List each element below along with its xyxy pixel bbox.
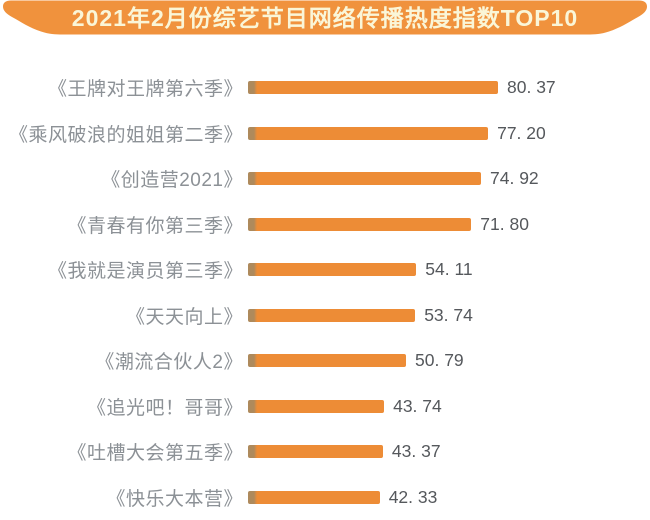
- bar-value-label: 71. 80: [480, 213, 529, 234]
- bar-value-label: 54. 11: [425, 259, 473, 280]
- bar-value-label: 80. 37: [507, 77, 556, 98]
- bar-category-label: 《王牌对王牌第六季》: [47, 79, 243, 101]
- chart-row: 《乘风破浪的姐姐第二季》 77. 20: [0, 111, 650, 157]
- chart-row: 《我就是演员第三季》 54. 11: [0, 247, 650, 293]
- chart-row: 《天天向上》 53. 74: [0, 293, 650, 339]
- bar: [248, 399, 385, 413]
- bar-value-label: 43. 74: [393, 395, 442, 416]
- bar: [248, 308, 416, 322]
- bar-value-label: 53. 74: [424, 304, 473, 325]
- chart-row: 《创造营2021》 74. 92: [0, 156, 650, 202]
- header-banner: 2021年2月份综艺节目网络传播热度指数TOP10: [0, 0, 650, 42]
- bar: [248, 445, 383, 459]
- bar-category-label: 《创造营2021》: [101, 170, 243, 192]
- bar: [248, 126, 489, 140]
- page-title: 2021年2月份综艺节目网络传播热度指数TOP10: [71, 5, 579, 31]
- bar-category-label: 《吐槽大会第五季》: [67, 443, 243, 465]
- bar-category-label: 《天天向上》: [125, 306, 243, 328]
- banner-ribbon-shape: [3, 0, 647, 35]
- bar-category-label: 《我就是演员第三季》: [47, 261, 243, 283]
- bar-category-label: 《快乐大本营》: [106, 488, 243, 510]
- bar: [248, 263, 417, 277]
- bar-value-label: 50. 79: [415, 350, 464, 371]
- bar-value-label: 42. 33: [388, 486, 438, 507]
- bar: [248, 172, 481, 186]
- chart-row: 《吐槽大会第五季》 43. 37: [0, 429, 650, 475]
- bar-category-label: 《青春有你第三季》: [67, 215, 243, 237]
- bar: [248, 354, 406, 368]
- chart-row: 《王牌对王牌第六季》 80. 37: [0, 65, 650, 111]
- bar-category-label: 《潮流合伙人2》: [95, 352, 243, 374]
- chart-row: 《青春有你第三季》 71. 80: [0, 202, 650, 248]
- bar-value-label: 43. 37: [391, 441, 441, 462]
- bar: [248, 490, 380, 504]
- bar-category-label: 《乘风破浪的姐姐第二季》: [8, 124, 243, 146]
- chart-row: 《潮流合伙人2》 50. 79: [0, 338, 650, 384]
- bar: [248, 217, 472, 231]
- bar-value-label: 74. 92: [490, 168, 539, 189]
- bar-chart: 《王牌对王牌第六季》 80. 37 《乘风破浪的姐姐第二季》 77. 20 《创造营20…: [0, 65, 650, 520]
- chart-row: 《追光吧！哥哥》 43. 74: [0, 384, 650, 430]
- chart-row: 《快乐大本营》 42. 33: [0, 475, 650, 520]
- bar-value-label: 77. 20: [497, 122, 546, 143]
- bar-category-label: 《追光吧！哥哥》: [86, 397, 243, 419]
- bar: [248, 81, 498, 95]
